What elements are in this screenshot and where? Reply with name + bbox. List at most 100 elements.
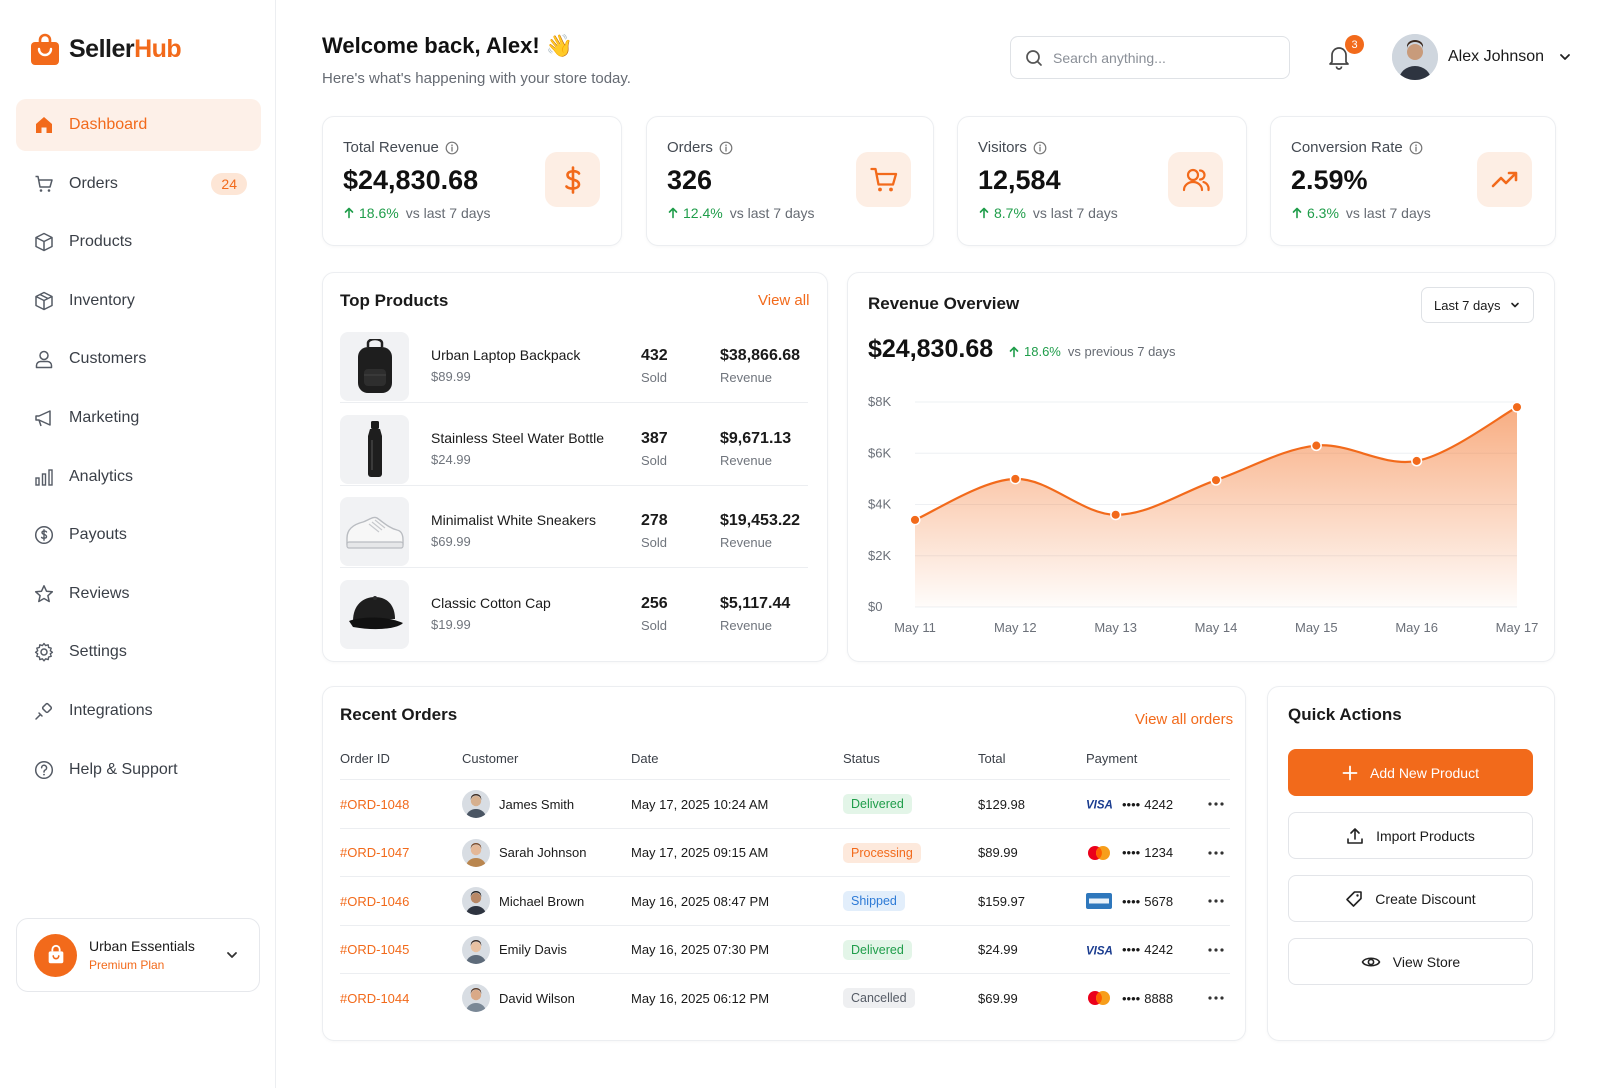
user-menu[interactable]: Alex Johnson (1392, 34, 1572, 80)
sidebar-item-help-support[interactable]: Help & Support (16, 744, 261, 796)
orders-count-badge: 24 (211, 172, 247, 195)
payment-cell: •••• 5678 (1086, 877, 1173, 925)
column-header-payment: Payment (1086, 751, 1138, 766)
y-tick-label: $6K (868, 445, 891, 460)
x-tick-label: May 12 (994, 620, 1037, 635)
order-id-link[interactable]: #ORD-1046 (340, 893, 410, 909)
dollar-circle-icon (34, 525, 54, 545)
users-icon (1168, 152, 1223, 207)
store-name: Urban Essentials (89, 938, 195, 954)
status-cell: Cancelled (843, 974, 915, 1022)
date-range-select[interactable]: Last 7 days (1421, 287, 1534, 323)
revenue-overview-card: Revenue Overview Last 7 days $24,830.68 … (847, 272, 1555, 662)
order-id-link[interactable]: #ORD-1047 (340, 845, 410, 860)
tag-icon (1345, 890, 1375, 908)
store-switcher[interactable]: Urban Essentials Premium Plan (16, 918, 260, 992)
table-row[interactable]: #ORD-1046 Michael Brown May 16, 2025 08:… (340, 876, 1230, 924)
product-row[interactable]: Urban Laptop Backpack $89.99 432 Sold $3… (340, 331, 808, 403)
search-icon (1025, 49, 1043, 67)
more-icon[interactable] (1208, 877, 1224, 925)
product-name: Urban Laptop Backpack (431, 347, 581, 363)
status-cell: Processing (843, 829, 921, 877)
y-tick-label: $2K (868, 548, 891, 563)
data-point (1110, 509, 1122, 521)
order-id-link[interactable]: #ORD-1045 (340, 942, 410, 957)
column-header-status: Status (843, 751, 880, 766)
stat-title-label: Orders (667, 139, 713, 156)
sidebar: SellerHub Dashboard Orders 24 Products In… (0, 0, 276, 1088)
more-icon[interactable] (1208, 926, 1224, 974)
info-icon[interactable] (1033, 141, 1047, 155)
product-name: Minimalist White Sneakers (431, 512, 596, 528)
sidebar-item-dashboard[interactable]: Dashboard (16, 99, 261, 151)
y-tick-label: $8K (868, 394, 891, 409)
order-total: $159.97 (978, 893, 1025, 909)
order-id-link[interactable]: #ORD-1048 (340, 796, 410, 812)
data-point (909, 514, 921, 526)
sidebar-item-integrations[interactable]: Integrations (16, 685, 261, 737)
stat-change: 12.4% vs last 7 days (667, 205, 815, 221)
card-last4: 4242 (1144, 796, 1174, 812)
info-icon[interactable] (719, 141, 733, 155)
sidebar-item-customers[interactable]: Customers (16, 333, 261, 385)
product-sold-count: 432 (641, 347, 668, 364)
more-icon[interactable] (1208, 974, 1224, 1022)
sidebar-item-analytics[interactable]: Analytics (16, 451, 261, 503)
bar-chart-icon (34, 467, 54, 487)
product-row[interactable]: Classic Cotton Cap $19.99 256 Sold $5,11… (340, 579, 808, 651)
table-row[interactable]: #ORD-1047 Sarah Johnson May 17, 2025 09:… (340, 827, 1230, 877)
more-icon[interactable] (1208, 829, 1224, 877)
package-icon (34, 291, 54, 311)
card-last4: 8888 (1144, 990, 1174, 1006)
info-icon[interactable] (445, 141, 459, 155)
date-range-value: Last 7 days (1434, 297, 1501, 313)
sidebar-item-reviews[interactable]: Reviews (16, 568, 261, 620)
sidebar-item-label: Help & Support (69, 760, 178, 778)
customer-cell: Sarah Johnson (462, 829, 586, 877)
info-icon[interactable] (1409, 141, 1423, 155)
table-row[interactable]: #ORD-1044 David Wilson May 16, 2025 06:1… (340, 973, 1230, 1021)
revenue-overview-title: Revenue Overview (868, 294, 1020, 313)
page-subtitle: Here's what's happening with your store … (322, 70, 631, 87)
order-id-link[interactable]: #ORD-1044 (340, 990, 410, 1006)
product-name: Classic Cotton Cap (431, 594, 551, 611)
quick-action-label: Create Discount (1375, 890, 1476, 907)
search-box[interactable] (1010, 36, 1290, 79)
page-title: Welcome back, Alex! 👋 (322, 33, 574, 58)
cap-icon (340, 580, 409, 649)
product-name: Stainless Steel Water Bottle (431, 429, 605, 446)
product-row[interactable]: Stainless Steel Water Bottle $24.99 387 … (340, 414, 808, 486)
sidebar-item-products[interactable]: Products (16, 216, 261, 268)
revenue-total: $24,830.68 (868, 335, 994, 363)
stat-title: Total Revenue (343, 139, 459, 156)
sidebar-item-inventory[interactable]: Inventory (16, 275, 261, 327)
product-sold-count: 387 (641, 429, 668, 447)
sidebar-item-orders[interactable]: Orders 24 (16, 158, 261, 210)
view-all-orders-link[interactable]: View all orders (1135, 711, 1234, 728)
add-new-productbutton[interactable]: Add New Product (1288, 749, 1533, 796)
view-storebutton[interactable]: View Store (1288, 938, 1533, 985)
view-all-products-link[interactable]: View all (758, 292, 810, 309)
order-total: $129.98 (978, 796, 1025, 812)
table-row[interactable]: #ORD-1045 Emily Davis May 16, 2025 07:30… (340, 924, 1230, 974)
avatar (462, 838, 490, 867)
sidebar-item-marketing[interactable]: Marketing (16, 392, 261, 444)
arrow-up-icon (978, 207, 990, 219)
more-icon[interactable] (1208, 780, 1224, 828)
sidebar-item-settings[interactable]: Settings (16, 626, 261, 678)
table-row[interactable]: #ORD-1048 James Smith May 17, 2025 10:24… (340, 779, 1230, 827)
payment-cell: •••• 1234 (1086, 829, 1173, 877)
stat-value: 2.59% (1291, 165, 1368, 195)
create-discountbutton[interactable]: Create Discount (1288, 875, 1533, 922)
x-tick-label: May 11 (894, 620, 936, 635)
stat-title-label: Total Revenue (343, 139, 439, 156)
sidebar-item-payouts[interactable]: Payouts (16, 509, 261, 561)
product-row[interactable]: Minimalist White Sneakers $69.99 278 Sol… (340, 496, 808, 568)
visa-card-icon: VISA (1086, 796, 1112, 812)
import-productsbutton[interactable]: Import Products (1288, 812, 1533, 859)
logo[interactable]: SellerHub (30, 33, 182, 66)
card-last4: 1234 (1144, 845, 1174, 860)
search-input[interactable] (1053, 49, 1273, 66)
notification-bell-icon[interactable] (1327, 44, 1351, 70)
eye-icon (1361, 954, 1393, 970)
